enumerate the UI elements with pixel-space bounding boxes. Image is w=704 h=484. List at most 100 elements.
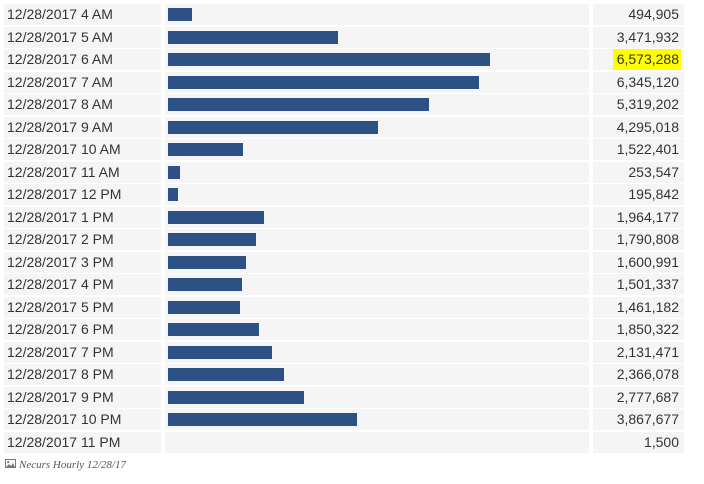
category-label: 12/28/2017 11 AM [4,161,161,183]
bar [168,75,479,89]
value-cell: 1,850,322 [593,319,684,340]
value-cell: 1,964,177 [593,206,684,228]
value-cell: 1,790,808 [593,229,684,250]
category-label: 12/28/2017 6 AM [4,49,161,70]
bar-cell [165,251,589,273]
value-label: 1,500 [643,433,679,450]
value-cell: 1,600,991 [593,251,684,273]
value-cell: 3,867,677 [593,409,684,430]
value-cell: 2,366,078 [593,364,684,385]
bar-cell [165,431,589,453]
bar-cell [165,26,589,48]
category-label: 12/28/2017 1 PM [4,206,161,228]
bar [168,323,259,336]
table-row: 12/28/2017 9 PM 2,777,687 [4,386,684,410]
bar-cell [165,364,589,385]
bar [168,30,338,44]
table-row: 12/28/2017 8 AM 5,319,202 [4,94,684,117]
value-cell: 1,461,182 [593,296,684,318]
bar [168,210,264,224]
value-cell: 2,131,471 [593,341,684,363]
value-cell: 6,345,120 [593,71,684,93]
table-row: 12/28/2017 7 AM 6,345,120 [4,71,684,95]
value-cell: 2,777,687 [593,386,684,408]
value-cell: 195,842 [593,184,684,205]
table-row: 12/28/2017 2 PM 1,790,808 [4,229,684,252]
category-label: 12/28/2017 5 AM [4,26,161,48]
category-label: 12/28/2017 8 AM [4,94,161,115]
value-label: 1,522,401 [616,141,679,157]
table-row: 12/28/2017 9 AM 4,295,018 [4,116,684,140]
value-cell: 1,522,401 [593,139,684,160]
table-row: 12/28/2017 4 PM 1,501,337 [4,274,684,297]
table-row: 12/28/2017 6 PM 1,850,322 [4,319,684,342]
bar [168,390,304,404]
value-label: 1,850,322 [616,321,679,337]
bar [168,98,429,111]
value-cell: 4,295,018 [593,116,684,138]
category-label: 12/28/2017 10 AM [4,139,161,160]
table-row: 12/28/2017 5 AM 3,471,932 [4,26,684,50]
image-icon [5,458,16,472]
value-cell: 494,905 [593,4,684,25]
value-label: 2,366,078 [616,366,679,382]
bar-cell [165,296,589,318]
bar-cell [165,49,589,70]
value-label: 1,461,182 [616,298,679,315]
bar [168,143,243,156]
bar-cell [165,386,589,408]
category-label: 12/28/2017 4 AM [4,4,161,25]
bar [168,345,272,359]
table-row: 12/28/2017 11 PM 1,500 [4,431,684,455]
image-caption: Necurs Hourly 12/28/17 [5,458,126,472]
value-label: 1,600,991 [616,253,679,270]
bar [168,120,378,134]
category-label: 12/28/2017 8 PM [4,364,161,385]
category-label: 12/28/2017 9 PM [4,386,161,408]
caption-text: Necurs Hourly 12/28/17 [19,459,126,471]
table-row: 12/28/2017 5 PM 1,461,182 [4,296,684,320]
value-cell: 6,573,288 [593,49,684,70]
value-label: 5,319,202 [616,96,679,112]
bar-cell [165,319,589,340]
category-label: 12/28/2017 4 PM [4,274,161,295]
value-label: 494,905 [628,6,679,22]
bar [168,8,192,21]
value-label: 6,345,120 [616,73,679,90]
bar [168,233,256,246]
table-row: 12/28/2017 10 PM 3,867,677 [4,409,684,432]
bar [168,188,178,201]
category-label: 12/28/2017 3 PM [4,251,161,273]
bar-cell [165,341,589,363]
category-label: 12/28/2017 9 AM [4,116,161,138]
category-label: 12/28/2017 11 PM [4,431,161,453]
bar [168,165,180,179]
value-cell: 3,471,932 [593,26,684,48]
bar-cell [165,4,589,25]
bar [168,368,284,381]
table-row: 12/28/2017 10 AM 1,522,401 [4,139,684,162]
bar-cell [165,94,589,115]
table-row: 12/28/2017 12 PM 195,842 [4,184,684,207]
value-cell: 5,319,202 [593,94,684,115]
value-label: 3,471,932 [616,28,679,45]
category-label: 12/28/2017 6 PM [4,319,161,340]
value-label: 2,131,471 [616,343,679,360]
value-cell: 1,501,337 [593,274,684,295]
table-row: 12/28/2017 8 PM 2,366,078 [4,364,684,387]
category-label: 12/28/2017 5 PM [4,296,161,318]
bar [168,278,242,291]
value-cell: 1,500 [593,431,684,453]
table-row: 12/28/2017 1 PM 1,964,177 [4,206,684,230]
bar-cell [165,409,589,430]
value-label: 253,547 [628,163,679,180]
bar-cell [165,274,589,295]
value-label: 1,964,177 [616,208,679,225]
bar [168,53,490,66]
bar-cell [165,161,589,183]
bar [168,255,246,269]
table-row: 12/28/2017 6 AM 6,573,288 [4,49,684,72]
bar-cell [165,184,589,205]
table-row: 12/28/2017 4 AM 494,905 [4,4,684,27]
value-label: 195,842 [628,186,679,202]
